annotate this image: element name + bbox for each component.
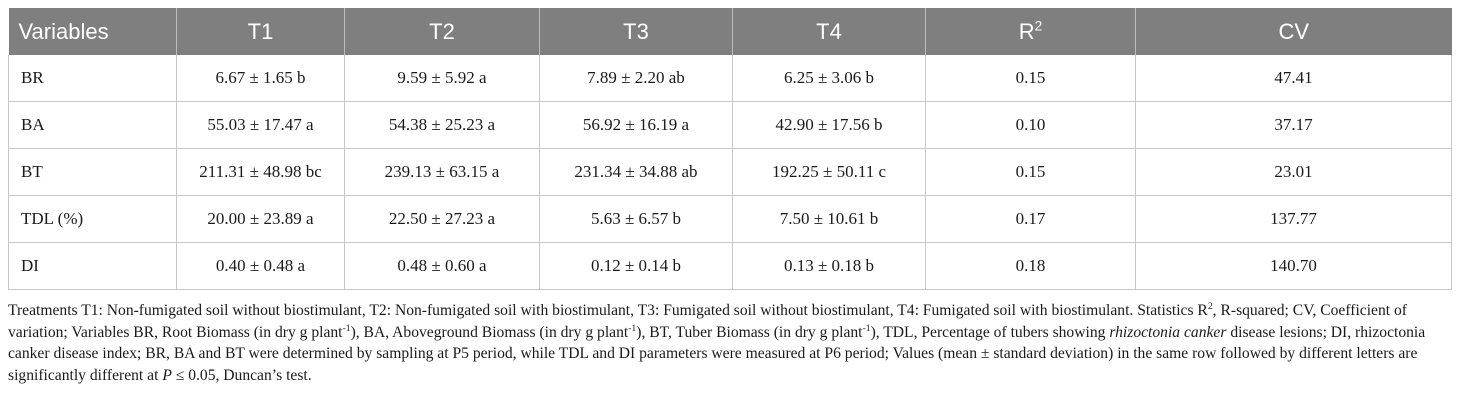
header-cv: CV xyxy=(1135,8,1452,55)
cell-variable: BR xyxy=(8,55,177,102)
cell-t4: 7.50 ± 10.61 b xyxy=(732,195,926,243)
cell-r-squared: 0.15 xyxy=(925,55,1136,102)
cell-t2: 22.50 ± 27.23 a xyxy=(344,195,540,243)
footnote-superscript: -1 xyxy=(342,322,351,334)
header-r-label: R xyxy=(1018,18,1035,44)
footnote-italic: P xyxy=(162,366,172,384)
cell-t4: 0.13 ± 0.18 b xyxy=(732,242,926,290)
cell-r-squared: 0.18 xyxy=(925,242,1136,290)
table-row: BT 211.31 ± 48.98 bc 239.13 ± 63.15 a 23… xyxy=(8,148,1452,196)
cell-t2: 9.59 ± 5.92 a xyxy=(344,55,540,102)
cell-variable: BA xyxy=(8,101,177,149)
cell-variable: TDL (%) xyxy=(8,195,177,243)
cell-t3: 56.92 ± 16.19 a xyxy=(539,101,733,149)
cell-t2: 239.13 ± 63.15 a xyxy=(344,148,540,196)
cell-cv: 37.17 xyxy=(1135,101,1452,149)
table-figure: Variables T1 T2 T3 T4 R2 CV BR 6.67 ± 1.… xyxy=(8,8,1452,386)
footnote-text: , R-squared; CV, Coefficient of variatio… xyxy=(8,302,1407,341)
cell-cv: 140.70 xyxy=(1135,242,1452,290)
footnote-text: Treatments T1: Non-fumigated soil withou… xyxy=(8,302,1208,319)
table-row: DI 0.40 ± 0.48 a 0.48 ± 0.60 a 0.12 ± 0.… xyxy=(8,242,1452,290)
table-row: BA 55.03 ± 17.47 a 54.38 ± 25.23 a 56.92… xyxy=(8,101,1452,149)
cell-t4: 192.25 ± 50.11 c xyxy=(732,148,926,196)
cell-cv: 23.01 xyxy=(1135,148,1452,196)
footnote-superscript: -1 xyxy=(862,322,871,334)
cell-t3: 0.12 ± 0.14 b xyxy=(539,242,733,290)
cell-t1: 211.31 ± 48.98 bc xyxy=(176,148,345,196)
footnote-superscript: 2 xyxy=(1207,300,1213,312)
table-row: BR 6.67 ± 1.65 b 9.59 ± 5.92 a 7.89 ± 2.… xyxy=(8,55,1452,102)
footnote-text: ), BA, Aboveground Biomass (in dry g pla… xyxy=(350,323,629,341)
header-variables: Variables xyxy=(8,8,177,55)
table-header-row: Variables T1 T2 T3 T4 R2 CV xyxy=(8,8,1452,55)
table-footnote: Treatments T1: Non-fumigated soil withou… xyxy=(8,300,1451,386)
header-r-superscript: 2 xyxy=(1034,18,1043,34)
cell-t1: 6.67 ± 1.65 b xyxy=(176,55,345,102)
cell-variable: DI xyxy=(8,242,177,290)
cell-t3: 7.89 ± 2.20 ab xyxy=(539,55,733,102)
cell-t1: 20.00 ± 23.89 a xyxy=(176,195,345,243)
footnote-text: ≤ 0.05, Duncan’s test. xyxy=(171,366,312,384)
cell-r-squared: 0.15 xyxy=(925,148,1136,196)
header-t1: T1 xyxy=(176,8,345,55)
footnote-superscript: -1 xyxy=(628,322,637,334)
header-t3: T3 xyxy=(539,8,733,55)
footnote-italic: rhizoctonia canker xyxy=(1109,323,1227,341)
cell-r-squared: 0.17 xyxy=(925,195,1136,243)
footnote-text: ), TDL, Percentage of tubers showing xyxy=(870,323,1110,341)
header-r-squared: R2 xyxy=(925,8,1136,55)
header-t4: T4 xyxy=(732,8,926,55)
cell-t4: 6.25 ± 3.06 b xyxy=(732,55,926,102)
cell-t1: 0.40 ± 0.48 a xyxy=(176,242,345,290)
results-table: Variables T1 T2 T3 T4 R2 CV BR 6.67 ± 1.… xyxy=(8,8,1452,290)
cell-t1: 55.03 ± 17.47 a xyxy=(176,101,345,149)
cell-cv: 47.41 xyxy=(1135,55,1452,102)
table-row: TDL (%) 20.00 ± 23.89 a 22.50 ± 27.23 a … xyxy=(8,195,1452,243)
cell-t4: 42.90 ± 17.56 b xyxy=(732,101,926,149)
cell-t2: 54.38 ± 25.23 a xyxy=(344,101,540,149)
header-t2: T2 xyxy=(344,8,540,55)
cell-variable: BT xyxy=(8,148,177,196)
cell-t2: 0.48 ± 0.60 a xyxy=(344,242,540,290)
cell-r-squared: 0.10 xyxy=(925,101,1136,149)
footnote-text: ), BT, Tuber Biomass (in dry g plant xyxy=(636,323,863,341)
cell-t3: 231.34 ± 34.88 ab xyxy=(539,148,733,196)
cell-cv: 137.77 xyxy=(1135,195,1452,243)
cell-t3: 5.63 ± 6.57 b xyxy=(539,195,733,243)
footnote-text: disease lesions; DI, rhizoctonia canker … xyxy=(8,323,1426,384)
